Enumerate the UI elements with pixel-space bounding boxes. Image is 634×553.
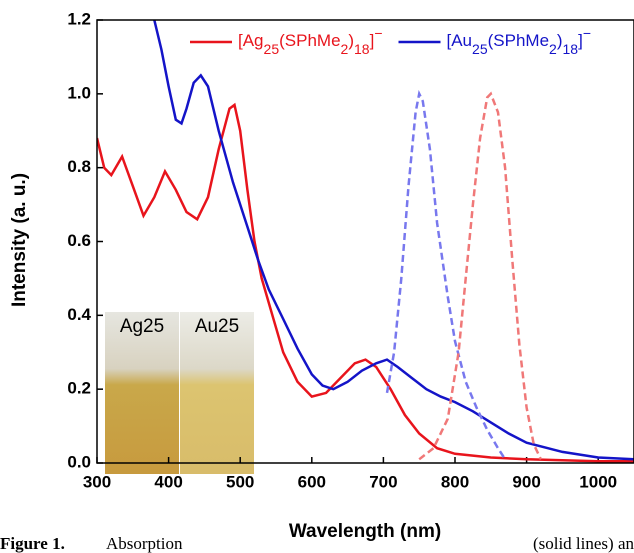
y-tick-label: 0.8	[67, 157, 91, 176]
x-tick-label: 800	[441, 472, 469, 491]
inset-label: Ag25	[120, 316, 164, 337]
x-tick-label: 700	[369, 472, 397, 491]
x-tick-label: 600	[298, 472, 326, 491]
x-tick-label: 900	[512, 472, 540, 491]
y-tick-label: 1.2	[67, 9, 91, 28]
y-tick-label: 0.0	[67, 452, 91, 471]
y-tick-label: 0.4	[67, 305, 91, 324]
y-tick-label: 1.0	[67, 83, 91, 102]
x-tick-label: 400	[154, 472, 182, 491]
y-tick-label: 0.6	[67, 231, 91, 250]
plot-lines	[97, 20, 634, 463]
x-tick-label: 1000	[579, 472, 617, 491]
inset-label: Au25	[195, 316, 239, 337]
caption-text: Absorption	[106, 534, 183, 553]
y-tick-label: 0.2	[67, 379, 91, 398]
y-axis-label: Intensity (a. u.)	[9, 173, 30, 307]
caption-label: Figure 1.	[0, 534, 65, 553]
caption-text: (solid lines) an	[533, 534, 634, 553]
series-line	[97, 102, 634, 463]
plot-frame	[96, 19, 634, 464]
vial-ag	[105, 312, 179, 474]
vial-au	[180, 312, 254, 474]
legend-label: [Ag25(SPhMe2)18]−	[238, 25, 383, 57]
x-tick-label: 300	[83, 472, 111, 491]
x-tick-label: 500	[226, 472, 254, 491]
series-line	[418, 91, 543, 461]
x-axis-label: Wavelength (nm)	[289, 521, 441, 542]
inset-photo: Ag25 Au25	[105, 312, 254, 474]
series-line	[385, 89, 507, 460]
legend-label: [Au25(SPhMe2)18]−	[447, 25, 592, 57]
